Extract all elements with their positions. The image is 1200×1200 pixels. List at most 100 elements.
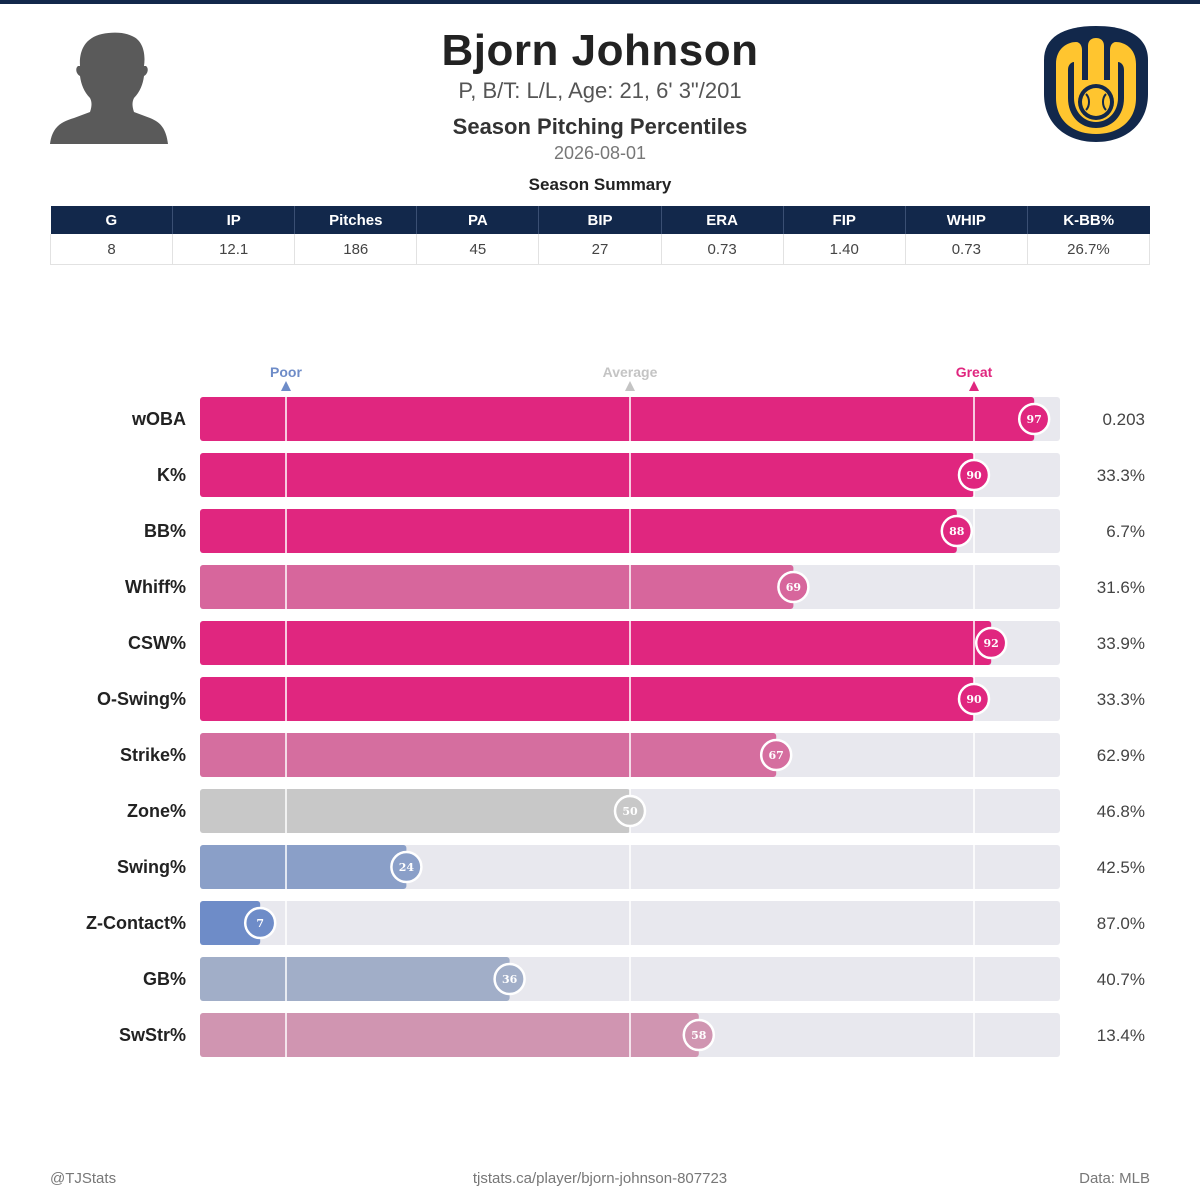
metric-label: wOBA	[131, 409, 186, 429]
summary-header-cell: Pitches	[294, 206, 417, 234]
percentile-bubble	[759, 738, 793, 772]
stat-value: 0.203	[1102, 410, 1145, 429]
percentile-value: 67	[769, 749, 784, 762]
percentile-bar	[200, 509, 957, 553]
percentile-value: 24	[399, 861, 415, 874]
percentile-bubble	[493, 962, 526, 996]
percentile-bubble	[682, 1018, 716, 1052]
summary-value-cell: 0.73	[660, 234, 784, 265]
metric-label: GB%	[143, 969, 186, 989]
percentile-value: 92	[984, 637, 999, 650]
summary-value-cell: 26.7%	[1026, 234, 1151, 265]
marker-triangle-icon	[281, 381, 291, 391]
percentile-bar	[200, 1013, 699, 1057]
percentile-bar	[200, 565, 794, 609]
summary-header-cell: K-BB%	[1026, 206, 1150, 234]
summary-value-cell: 27	[538, 234, 662, 265]
stat-value: 62.9%	[1097, 746, 1145, 765]
percentile-bubble	[1017, 402, 1051, 436]
stat-value: 31.6%	[1097, 578, 1145, 597]
stat-value: 42.5%	[1097, 858, 1145, 877]
summary-header-cell: WHIP	[904, 206, 1028, 234]
stat-value: 46.8%	[1097, 802, 1145, 821]
summary-header-row: G IP Pitches PA BIP ERA FIP WHIP K-BB%	[50, 206, 1150, 234]
player-silhouette-icon	[50, 32, 168, 144]
percentile-value: 69	[786, 581, 801, 594]
metric-label: O-Swing%	[97, 689, 186, 709]
metric-label: Zone%	[127, 801, 186, 821]
percentile-bar	[200, 677, 974, 721]
footer-link[interactable]: tjstats.ca/player/bjorn-johnson-807723	[472, 1170, 728, 1187]
metric-label: SwStr%	[119, 1025, 186, 1045]
percentile-bar	[200, 901, 261, 945]
stat-value: 6.7%	[1106, 522, 1145, 541]
summary-value-cell: 8	[49, 234, 173, 265]
stat-value: 33.9%	[1097, 634, 1145, 653]
percentile-bubble	[777, 570, 810, 604]
percentile-bubble	[390, 850, 423, 884]
metric-label: Whiff%	[125, 577, 186, 597]
percentile-bubble	[613, 794, 647, 828]
metric-label: Strike%	[120, 745, 186, 765]
percentile-value: 90	[966, 469, 982, 482]
percentile-value: 90	[966, 693, 982, 706]
metric-label: BB%	[144, 521, 186, 541]
percentile-value: 97	[1027, 413, 1042, 426]
footer-credit: @TJStats	[50, 1170, 117, 1187]
marker-label: Poor	[270, 364, 302, 380]
stat-value: 33.3%	[1097, 690, 1145, 709]
summary-header-cell: BIP	[538, 206, 662, 234]
marker-triangle-icon	[969, 381, 979, 391]
percentile-bar	[200, 957, 510, 1001]
team-logo-icon	[1040, 24, 1152, 146]
percentile-bubble	[940, 514, 974, 548]
stat-value: 87.0%	[1097, 914, 1145, 933]
percentile-value: 58	[691, 1029, 707, 1042]
report-date: 2026-08-01	[553, 143, 647, 163]
percentile-bubble	[957, 458, 991, 492]
player-info: P, B/T: L/L, Age: 21, 6' 3"/201	[458, 78, 742, 103]
percentile-bar	[200, 845, 407, 889]
report-header: Bjorn Johnson P, B/T: L/L, Age: 21, 6' 3…	[300, 28, 900, 164]
percentile-bubble	[957, 682, 991, 716]
percentile-value: 50	[622, 805, 638, 818]
percentile-bar	[200, 397, 1035, 441]
summary-header-cell: IP	[172, 206, 295, 234]
percentile-bubble	[974, 626, 1008, 660]
percentile-bar	[200, 453, 974, 497]
percentile-bar	[200, 733, 777, 777]
percentile-bubble	[243, 906, 277, 940]
summary-title: Season Summary	[528, 175, 672, 194]
footer-source: Data: MLB	[1079, 1170, 1150, 1187]
summary-value-cell: 12.1	[172, 234, 295, 265]
stat-value: 40.7%	[1097, 970, 1145, 989]
marker-label: Average	[603, 364, 658, 380]
top-accent-bar	[0, 0, 1200, 4]
metric-label: CSW%	[128, 633, 186, 653]
summary-value-cell: 45	[416, 234, 539, 265]
summary-header-cell: PA	[416, 206, 539, 234]
stat-value: 33.3%	[1097, 466, 1145, 485]
summary-header-cell: ERA	[660, 206, 784, 234]
percentile-value: 88	[949, 525, 965, 538]
summary-value-cell: 186	[294, 234, 417, 265]
metric-label: Z-Contact%	[86, 913, 186, 933]
percentile-bar	[200, 789, 630, 833]
season-summary-table: G IP Pitches PA BIP ERA FIP WHIP K-BB% 8…	[49, 206, 1151, 265]
summary-value-row: 8 12.1 186 45 27 0.73 1.40 0.73 26.7%	[49, 234, 1151, 265]
marker-triangle-icon	[625, 381, 635, 391]
summary-header-cell: G	[50, 206, 173, 234]
percentile-bar	[200, 621, 992, 665]
stat-value: 13.4%	[1097, 1026, 1145, 1045]
metric-label: K%	[157, 465, 186, 485]
metric-label: Swing%	[117, 857, 186, 877]
summary-value-cell: 1.40	[782, 234, 906, 265]
summary-header-cell: FIP	[782, 206, 906, 234]
player-name: Bjorn Johnson	[441, 26, 759, 75]
percentile-value: 7	[256, 917, 264, 930]
report-title: Season Pitching Percentiles	[452, 114, 748, 139]
summary-value-cell: 0.73	[904, 234, 1028, 265]
percentile-value: 36	[502, 973, 518, 986]
